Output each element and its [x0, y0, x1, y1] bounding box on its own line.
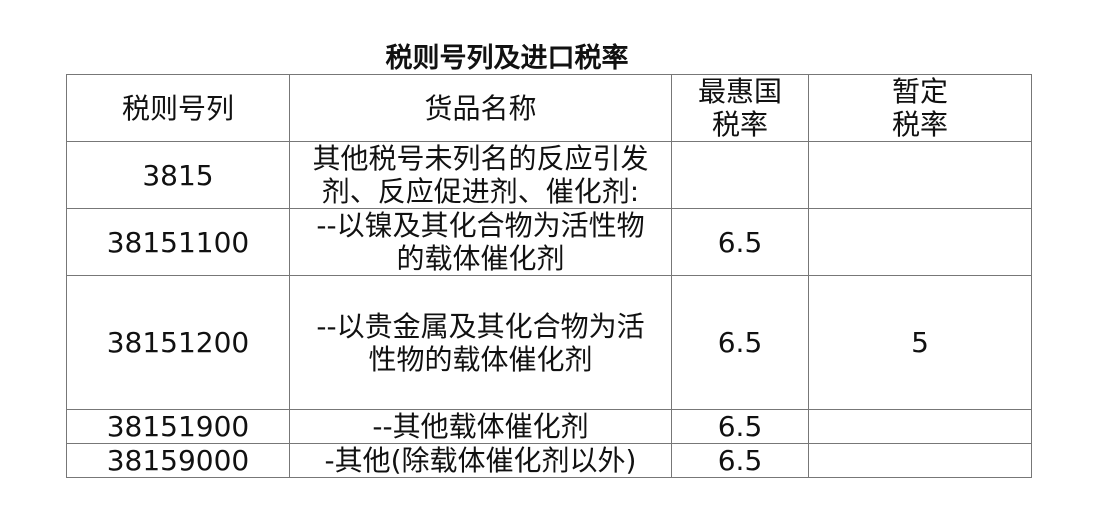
table-row: 38151100 --以镍及其化合物为活性物 的载体催化剂 6.5: [66, 208, 1032, 276]
code-cell: 38151900: [66, 409, 290, 444]
tariff-table: 税则号列 货品名称 最惠国 税率 暂定 税率 3815 其他税号未列名的反应引发 剂、…: [66, 74, 1032, 478]
provisional-cell: [808, 141, 1032, 209]
name-line: --以镍及其化合物为活性物: [316, 209, 645, 243]
header-provisional-line: 暂定: [891, 75, 948, 109]
header-provisional-line: 税率: [891, 108, 948, 141]
header-mfn-line: 最惠国: [697, 75, 782, 109]
name-cell: 其他税号未列名的反应引发 剂、反应促进剂、催化剂:: [289, 141, 672, 209]
code-cell: 38151100: [66, 208, 290, 276]
provisional-cell: [808, 208, 1032, 276]
table-row: 38151900 --其他载体催化剂 6.5: [66, 409, 1032, 444]
name-cell: -其他(除载体催化剂以外): [289, 443, 672, 478]
name-cell: --以镍及其化合物为活性物 的载体催化剂: [289, 208, 672, 276]
header-mfn-line: 税率: [711, 108, 768, 141]
table-row: 3815 其他税号未列名的反应引发 剂、反应促进剂、催化剂:: [66, 141, 1032, 209]
name-line: -其他(除载体催化剂以外): [324, 444, 637, 477]
code-cell: 38151200: [66, 275, 290, 410]
code-cell: 38159000: [66, 443, 290, 478]
name-line: 的载体催化剂: [396, 242, 565, 275]
provisional-cell: [808, 443, 1032, 478]
name-line: 剂、反应促进剂、催化剂:: [321, 175, 640, 208]
name-line: --其他载体催化剂: [372, 410, 589, 443]
table-row: 38159000 -其他(除载体催化剂以外) 6.5: [66, 443, 1032, 478]
name-cell: --其他载体催化剂: [289, 409, 672, 444]
name-line: --以贵金属及其化合物为活: [316, 309, 645, 343]
mfn-cell: [671, 141, 809, 209]
code-cell: 3815: [66, 141, 290, 209]
mfn-cell: 6.5: [671, 443, 809, 478]
header-code: 税则号列: [66, 74, 290, 142]
name-line: 其他税号未列名的反应引发: [312, 142, 649, 176]
header-provisional: 暂定 税率: [808, 74, 1032, 142]
page-title: 税则号列及进口税率: [385, 43, 629, 74]
name-line: 性物的载体催化剂: [368, 342, 593, 376]
mfn-cell: 6.5: [671, 409, 809, 444]
mfn-cell: 6.5: [671, 208, 809, 276]
provisional-cell: [808, 409, 1032, 444]
table-row: 38151200 --以贵金属及其化合物为活 性物的载体催化剂 6.5 5: [66, 275, 1032, 410]
name-cell: --以贵金属及其化合物为活 性物的载体催化剂: [289, 275, 672, 410]
header-name: 货品名称: [289, 74, 672, 142]
header-row: 税则号列 货品名称 最惠国 税率 暂定 税率: [66, 74, 1032, 142]
mfn-cell: 6.5: [671, 275, 809, 410]
header-mfn: 最惠国 税率: [671, 74, 809, 142]
provisional-cell: 5: [808, 275, 1032, 410]
